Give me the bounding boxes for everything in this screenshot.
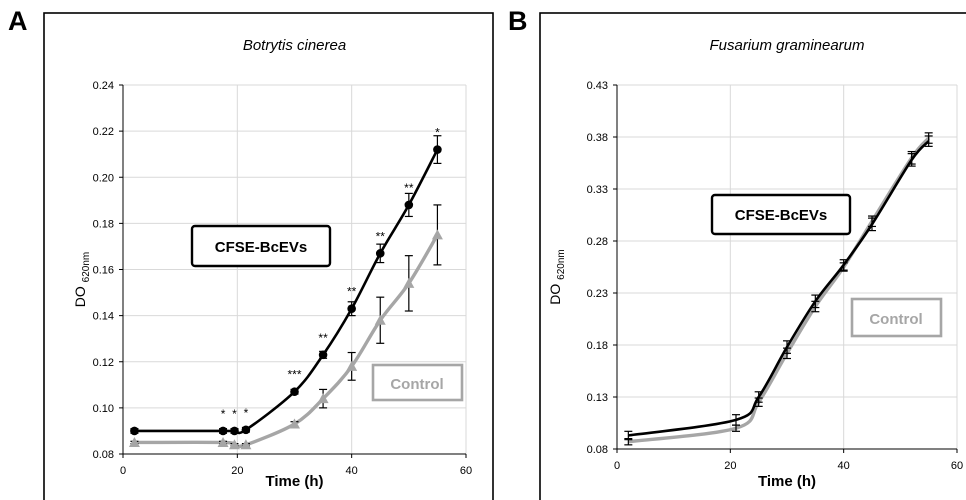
chart-a-legend-control-label: Control [390, 376, 443, 393]
chart-a-significance-label: * [232, 407, 237, 421]
chart-a-significance-label: * [435, 126, 440, 140]
chart-a-point-cfse [318, 350, 328, 360]
chart-a-point-control [431, 229, 443, 240]
chart-a-ytick-label: 0.16 [93, 265, 114, 277]
chart-a-y-label-main: DO [72, 282, 88, 307]
chart-b-ytick-label: 0.38 [587, 132, 608, 144]
chart-a-point-control [346, 360, 358, 371]
chart-b-errorbar [732, 414, 740, 426]
chart-b-errorbar [924, 135, 933, 147]
chart-b-errorbar [811, 294, 820, 309]
chart-b-x-label: Time (h) [758, 473, 816, 490]
chart-b-ytick-label: 0.08 [587, 444, 608, 456]
chart-a-xtick-label: 40 [346, 465, 358, 477]
chart-b-xtick-label: 0 [614, 460, 620, 472]
chart-a-significance-label: ** [376, 229, 386, 243]
chart-a-point-control [240, 439, 252, 450]
chart-a-point-cfse [230, 426, 239, 436]
chart-a-point-control [317, 393, 329, 404]
chart-a-xtick-label: 0 [120, 465, 126, 477]
chart-b-legend-cfse: CFSE-BcEVs [710, 193, 852, 236]
chart-b-y-label: DO 620nm [547, 249, 567, 304]
chart-b-ytick-label: 0.43 [587, 80, 608, 92]
chart-b-legend-control-label: Control [869, 311, 922, 328]
chart-b-errorbar [868, 217, 876, 232]
chart-a-point-cfse [433, 145, 442, 154]
chart-a-significance-label: ** [347, 285, 357, 299]
chart-a-ytick-label: 0.14 [93, 311, 114, 323]
chart-b-xtick-label: 60 [951, 460, 963, 472]
chart-b-y-label-subscript: 620nm [556, 249, 567, 280]
chart-a-significance-label: ** [318, 331, 328, 345]
chart-a-point-cfse [218, 426, 228, 436]
panel-letter-a: A [8, 6, 28, 36]
chart-b-errorbar [783, 340, 791, 354]
chart-a-xtick-label: 20 [231, 465, 243, 477]
chart-b-errorbar [754, 391, 763, 403]
chart-a-ytick-label: 0.18 [93, 218, 114, 230]
chart-b-ytick-label: 0.33 [587, 184, 608, 196]
chart-a-point-cfse [347, 304, 356, 314]
chart-a-frame [43, 12, 494, 500]
chart-a-legend-cfse-label: CFSE-BcEVs [215, 239, 308, 256]
chart-a-ytick-label: 0.08 [93, 449, 114, 461]
chart-a-point-control [403, 277, 415, 288]
chart-a-y-label: DO 620nm [72, 252, 92, 307]
chart-a-ytick-label: 0.24 [93, 80, 114, 92]
chart-a-title: Botrytis cinerea [243, 37, 346, 54]
chart-a-significance-label: ** [404, 181, 414, 195]
chart-a-point-cfse [290, 387, 299, 397]
chart-b-ytick-label: 0.28 [587, 236, 608, 248]
chart-a-point-cfse [241, 425, 251, 435]
chart-b-ytick-label: 0.13 [587, 392, 608, 404]
chart-a-legend-cfse: CFSE-BcEVs [190, 224, 332, 268]
chart-a-point-cfse [375, 249, 385, 258]
chart-a-legend-control: Control [371, 363, 464, 402]
chart-a-ytick-label: 0.20 [93, 172, 114, 184]
chart-a-xtick-label: 60 [460, 465, 472, 477]
chart-a-x-label: Time (h) [265, 473, 323, 490]
chart-b-xtick-label: 20 [724, 460, 736, 472]
chart-b-title: Fusarium graminearum [709, 37, 864, 54]
chart-b-y-label-main: DO [547, 280, 563, 305]
chart-b-xtick-label: 40 [838, 460, 850, 472]
chart-b-ytick-label: 0.18 [587, 340, 608, 352]
chart-a-significance-label: * [221, 407, 226, 421]
chart-b-frame [539, 12, 966, 500]
chart-a-point-control [128, 436, 140, 447]
chart-a-point-control [374, 314, 386, 325]
chart-b-legend-control: Control [850, 297, 943, 338]
chart-b-errorbar [907, 153, 916, 167]
chart-a-y-label-subscript: 620nm [81, 252, 92, 283]
chart-b-ytick-label: 0.23 [587, 288, 608, 300]
chart-a-point-control [228, 439, 240, 450]
chart-a-ytick-label: 0.22 [93, 126, 114, 138]
chart-b-series-cfse-line [628, 140, 930, 437]
chart-b-errorbar [839, 259, 848, 271]
chart-a-point-cfse [130, 426, 139, 436]
panel-letter-b: B [508, 6, 528, 36]
chart-a-ytick-label: 0.10 [93, 403, 114, 415]
chart-a-significance-label: *** [287, 368, 301, 382]
chart-b-series-control-line [628, 136, 930, 444]
chart-a-point-control [217, 436, 229, 447]
chart-b-errorbar [624, 430, 633, 441]
chart-a-point-control [289, 418, 300, 429]
chart-a-significance-label: * [244, 406, 249, 420]
chart-a-point-cfse [404, 200, 414, 210]
chart-b-legend-cfse-label: CFSE-BcEVs [735, 207, 828, 224]
chart-a-ytick-label: 0.12 [93, 357, 114, 369]
